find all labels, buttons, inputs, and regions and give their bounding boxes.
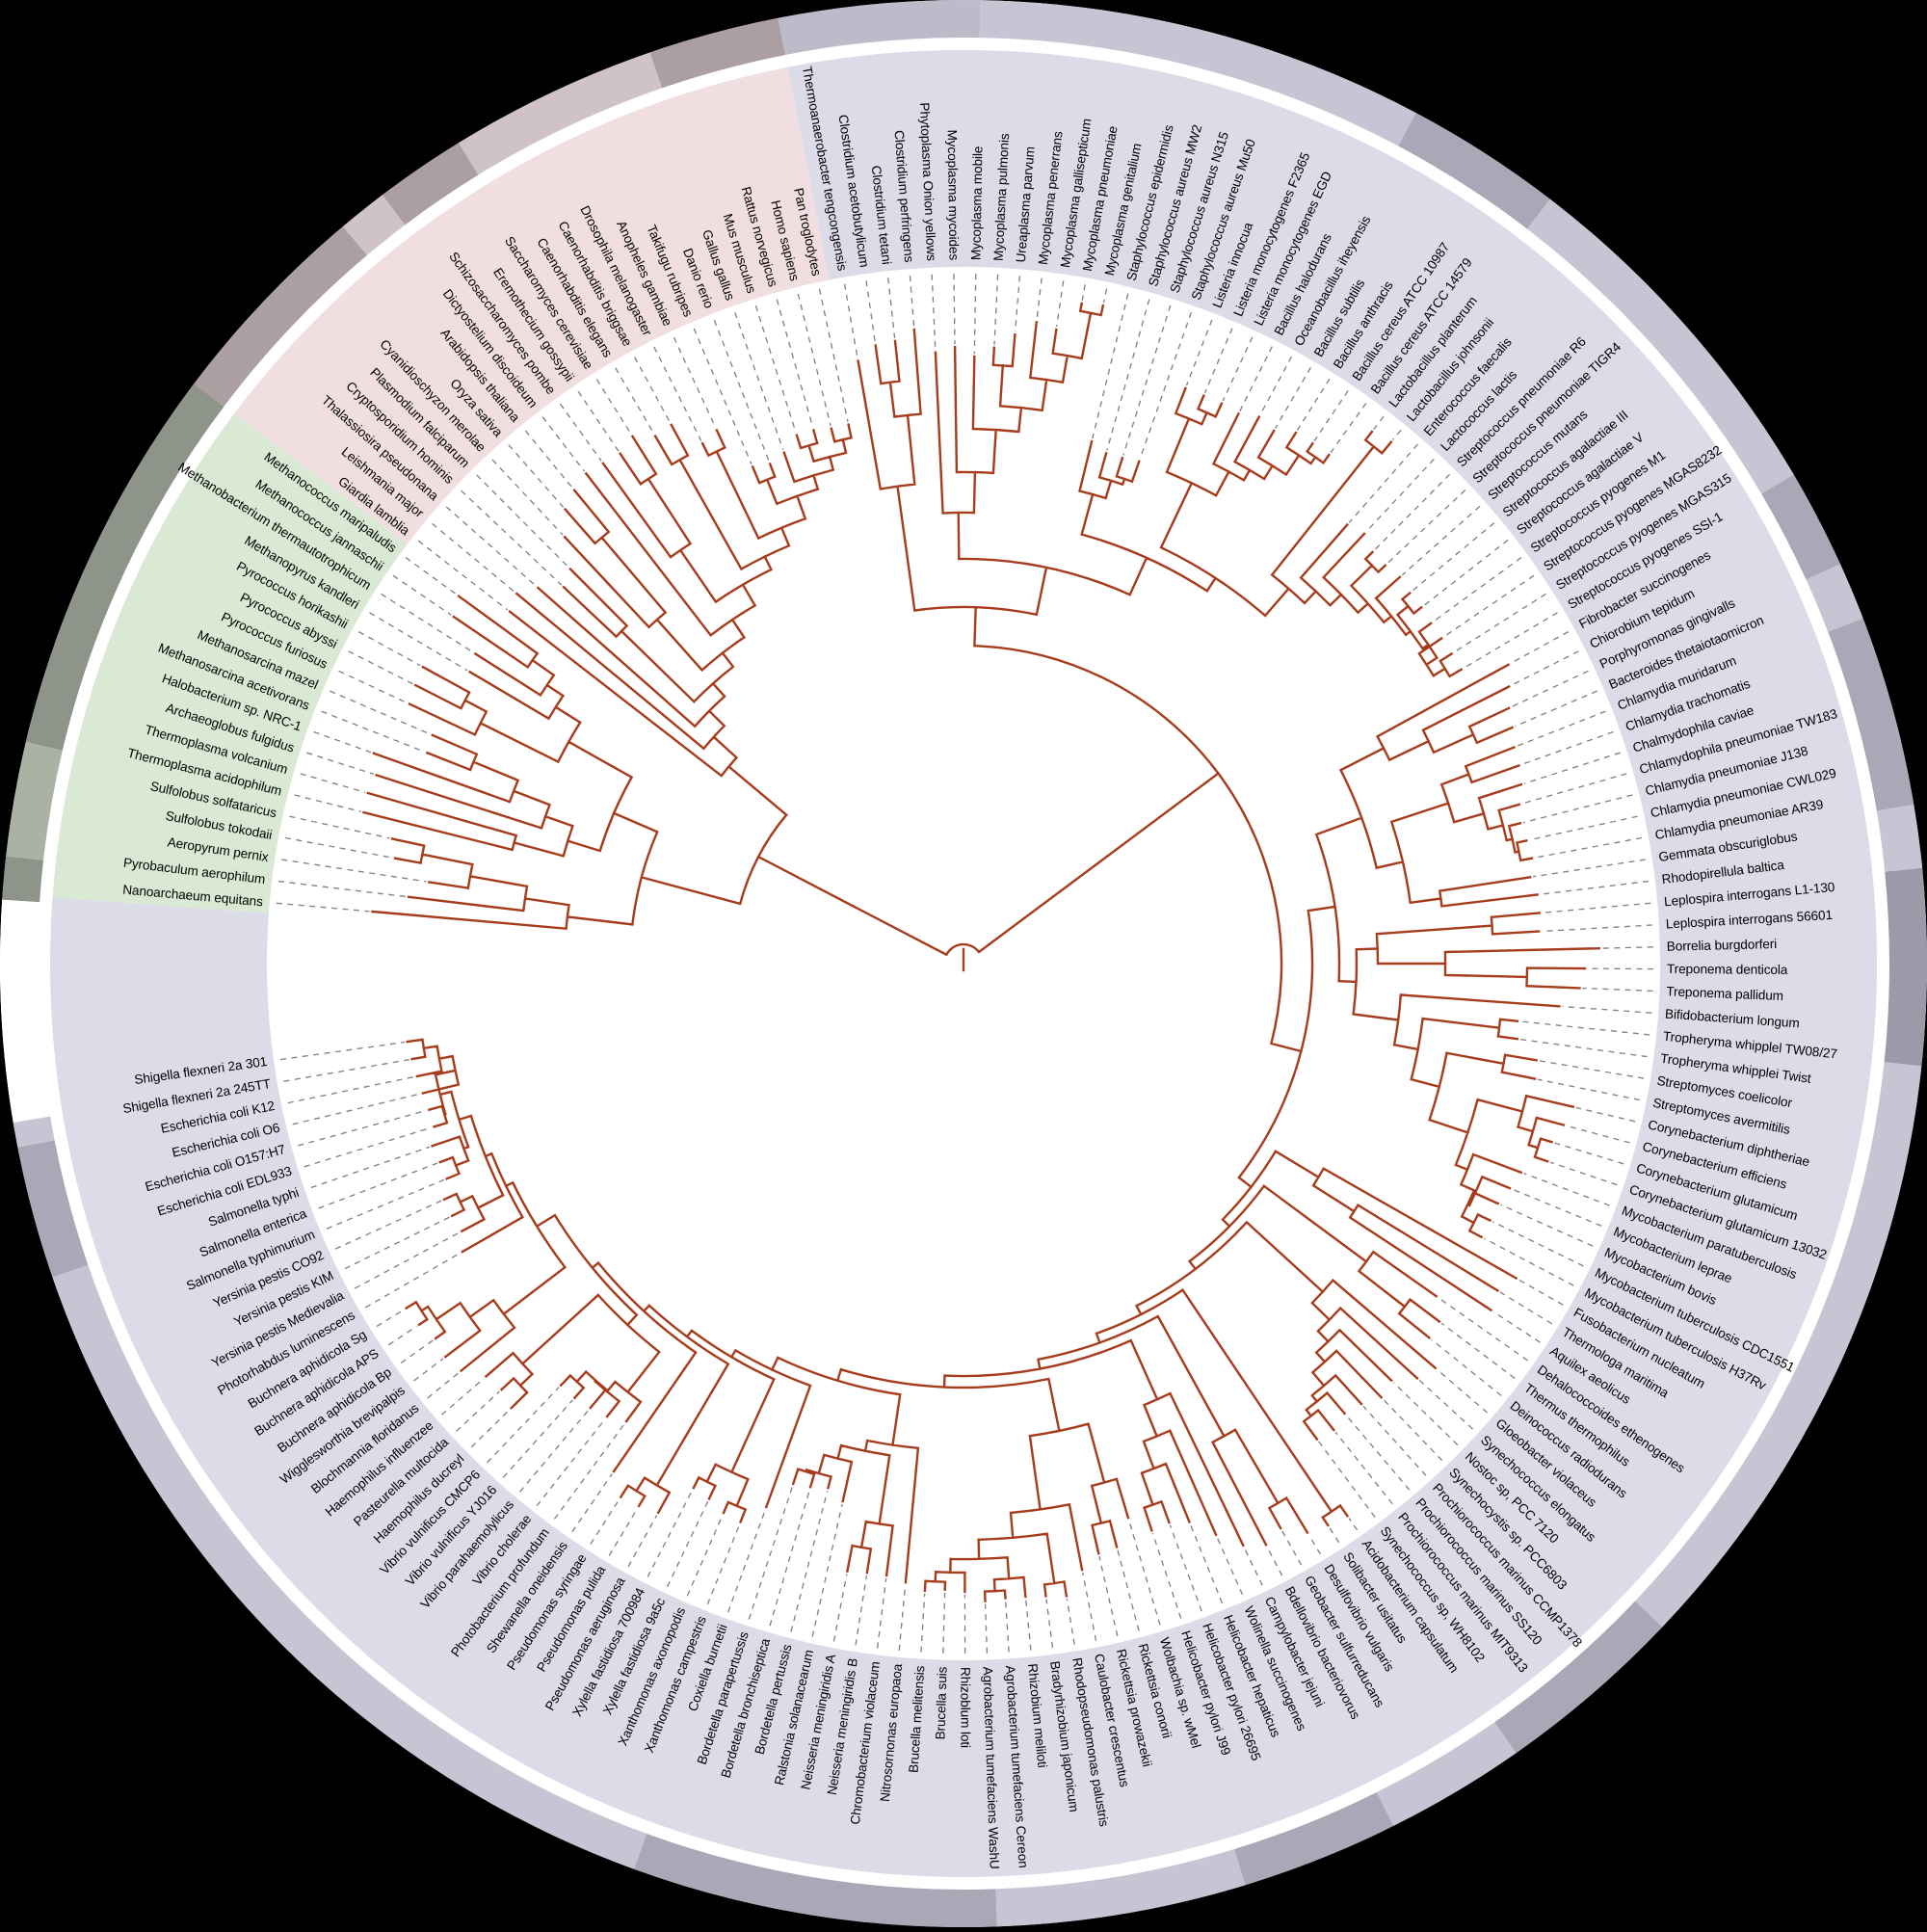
svg-text:Mycoplasma mycoides: Mycoplasma mycoides xyxy=(945,129,962,260)
svg-text:Borrelia burgdorferi: Borrelia burgdorferi xyxy=(1667,937,1778,954)
svg-text:Treponema denticola: Treponema denticola xyxy=(1667,962,1788,977)
svg-text:Treponema pallidum: Treponema pallidum xyxy=(1666,984,1783,1003)
svg-text:Mycoplasma pulmonis: Mycoplasma pulmonis xyxy=(991,133,1013,261)
svg-text:Brucella suis: Brucella suis xyxy=(933,1666,949,1739)
svg-text:Agrobacterium tumefaciens Wash: Agrobacterium tumefaciens WashU xyxy=(981,1666,1002,1869)
svg-text:Mycoplasma mobile: Mycoplasma mobile xyxy=(968,146,985,261)
svg-text:Rhizoblum loti: Rhizoblum loti xyxy=(958,1667,972,1748)
svg-text:Brucella melitensis: Brucella melitensis xyxy=(907,1665,928,1773)
